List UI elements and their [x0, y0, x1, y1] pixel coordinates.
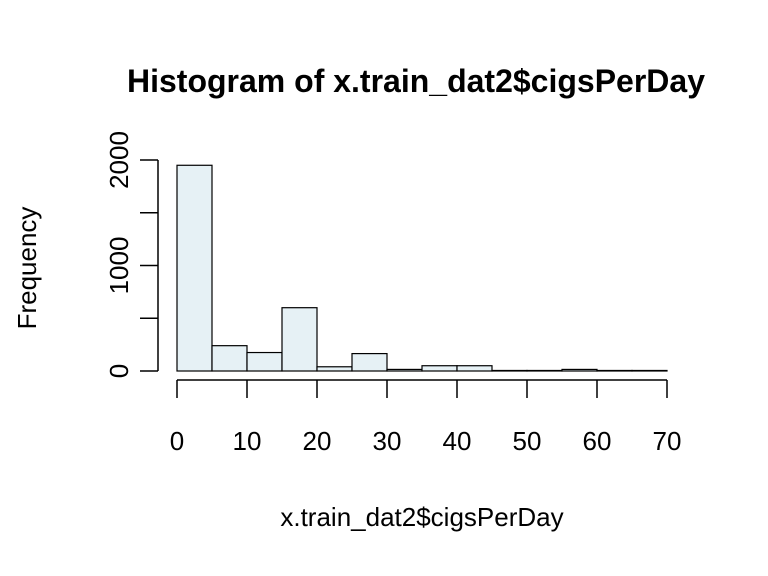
histogram-bar-11: [561, 368, 598, 372]
y-tick-label-1000: 1000: [104, 237, 134, 295]
histogram-bar-2: [246, 351, 283, 372]
histogram-bar-0: [176, 164, 213, 372]
histogram-bar-9: [491, 369, 528, 372]
y-tick-label-0: 0: [104, 364, 134, 378]
histogram-bar-8: [456, 365, 493, 372]
chart-title: Histogram of x.train_dat2$cigsPerDay: [127, 63, 705, 99]
y-axis-label: Frequency: [12, 207, 42, 330]
x-tick-label-20: 20: [303, 426, 332, 456]
histogram-bar-7: [421, 365, 458, 372]
histogram-bar-13: [631, 369, 668, 372]
bars-group: [176, 164, 668, 372]
histogram-bar-10: [526, 369, 563, 372]
histogram-bar-6: [386, 368, 423, 372]
y-axis: 0 1000 2000: [104, 131, 159, 378]
histogram-bar-3: [281, 307, 318, 372]
x-tick-label-30: 30: [373, 426, 402, 456]
x-axis-label: x.train_dat2$cigsPerDay: [280, 502, 563, 532]
histogram-bar-1: [211, 345, 248, 372]
x-tick-label-10: 10: [233, 426, 262, 456]
x-tick-label-0: 0: [170, 426, 184, 456]
x-tick-label-40: 40: [443, 426, 472, 456]
x-tick-label-60: 60: [583, 426, 612, 456]
histogram-bar-12: [596, 369, 633, 372]
histogram-bar-5: [351, 352, 388, 372]
x-tick-label-50: 50: [513, 426, 542, 456]
histogram-bar-4: [316, 366, 353, 372]
x-axis: 0 10 20 30 40 50 60 70: [170, 379, 682, 456]
x-tick-label-70: 70: [653, 426, 682, 456]
y-tick-label-2000: 2000: [104, 131, 134, 189]
